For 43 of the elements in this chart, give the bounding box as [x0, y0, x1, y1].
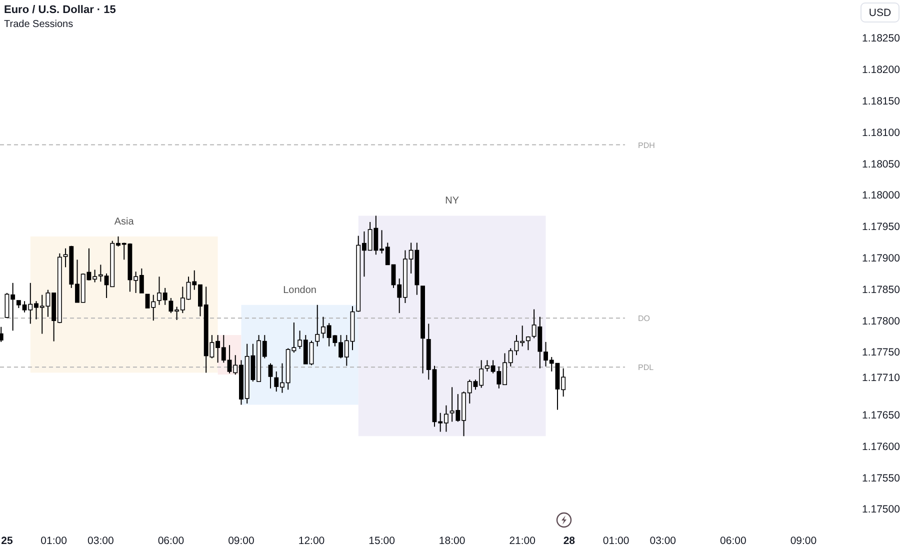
x-tick-label: 03:00 — [650, 535, 676, 547]
chart-subtitle: Trade Sessions — [4, 19, 74, 30]
ref-line-label: PDL — [638, 363, 654, 372]
x-tick-label: 28 — [563, 535, 576, 547]
annotation: Asia — [114, 216, 134, 228]
x-tick-label: 09:00 — [228, 535, 255, 547]
y-tick-label: 1.17800 — [862, 315, 900, 328]
y-tick-label: 1.18250 — [862, 32, 900, 45]
y-tick-label: 1.17710 — [862, 372, 900, 384]
annotation: London — [283, 284, 316, 296]
y-tick-label: 1.17900 — [862, 252, 900, 264]
x-tick-label: 09:00 — [790, 535, 817, 547]
y-tick-label: 1.17650 — [862, 409, 900, 422]
y-tick-label: 1.17600 — [862, 440, 900, 453]
y-tick-label: 1.17950 — [862, 221, 900, 234]
candlestick — [268, 362, 273, 389]
x-tick-label: 15:00 — [368, 535, 396, 547]
y-tick-label: 1.17750 — [862, 346, 900, 359]
y-tick-label: 1.18150 — [862, 95, 900, 108]
y-tick-label: 1.18000 — [862, 190, 900, 202]
x-tick-label: 03:00 — [88, 535, 114, 547]
x-tick-label: 01:00 — [40, 535, 68, 547]
y-tick-label: 1.18100 — [862, 126, 900, 139]
y-tick-label: 1.17500 — [862, 504, 900, 516]
x-tick-label: 25 — [1, 535, 13, 547]
x-tick-label: 06:00 — [720, 535, 746, 547]
y-tick-label: 1.18200 — [862, 64, 900, 76]
x-tick-label: 18:00 — [438, 535, 466, 547]
y-axis-title: USD — [868, 7, 892, 19]
chart-title: Euro / U.S. Dollar · 15 — [4, 4, 116, 16]
candlestick — [526, 336, 530, 351]
y-tick-label: 1.17550 — [862, 472, 900, 484]
ref-line-label: PDH — [638, 140, 656, 150]
y-tick-label: 1.18050 — [862, 158, 900, 170]
ref-line-label: DO — [638, 314, 650, 324]
candlestick — [315, 304, 320, 347]
annotation: NY — [445, 196, 460, 207]
candlestick — [0, 326, 4, 342]
y-tick-label: 1.17850 — [862, 284, 900, 296]
x-tick-label: 01:00 — [602, 535, 630, 547]
x-tick-label: 21:00 — [509, 535, 536, 547]
x-tick-label: 06:00 — [158, 535, 184, 547]
x-tick-label: 12:00 — [298, 535, 325, 547]
